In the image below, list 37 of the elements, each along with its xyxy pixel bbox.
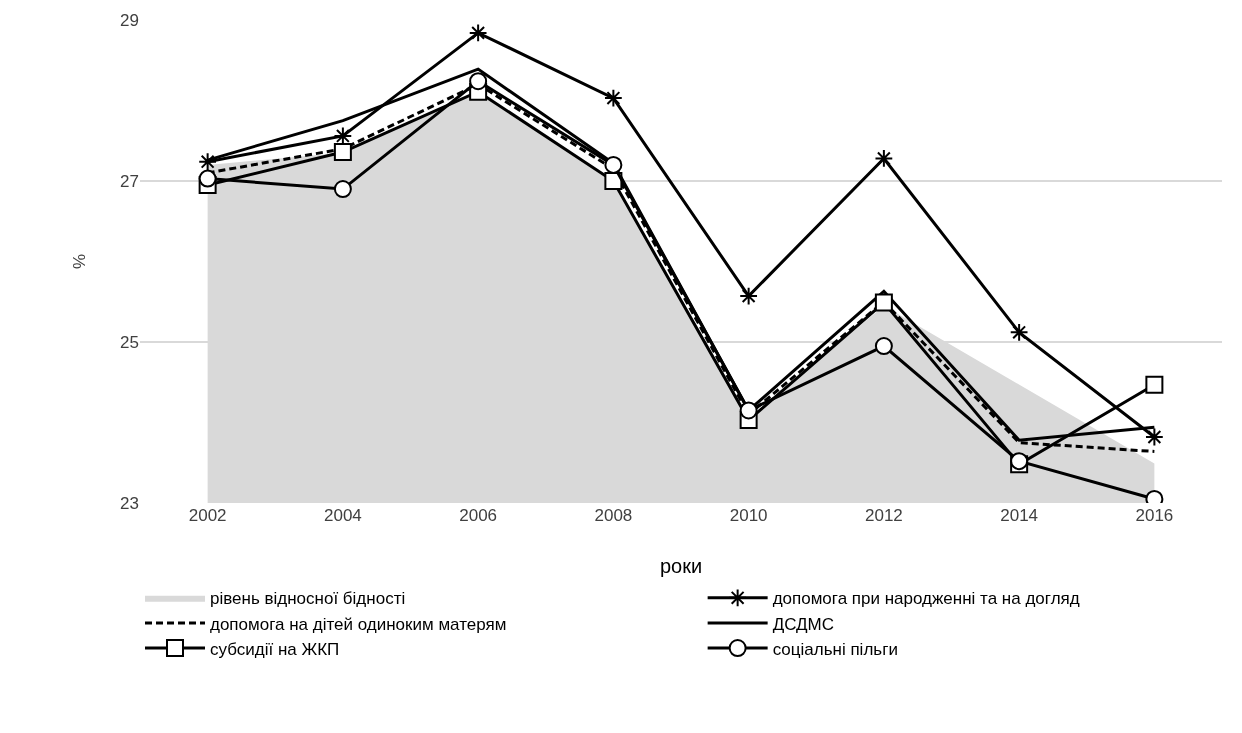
y-tick-label: 27 <box>120 171 139 191</box>
legend-label: рівень відносної бідності <box>210 589 406 609</box>
point <box>1144 427 1164 447</box>
x-tick-label: 2004 <box>323 506 362 525</box>
point <box>333 143 352 162</box>
point <box>874 149 894 168</box>
legend-label: соціальні пільги <box>772 639 898 659</box>
legend-label: допомога на дітей одиноким матерям <box>210 614 507 634</box>
y-tick-label: 29 <box>120 10 139 30</box>
point <box>1145 375 1164 394</box>
y-axis-title: % <box>69 253 89 270</box>
point <box>469 72 488 91</box>
point <box>333 180 352 199</box>
point <box>468 23 488 43</box>
point <box>739 286 759 306</box>
point <box>604 155 623 174</box>
x-tick-label: 2014 <box>1000 506 1039 525</box>
point <box>333 126 353 146</box>
x-tick-label: 2006 <box>459 506 498 525</box>
x-tick-label: 2008 <box>594 506 633 525</box>
x-tick-label: 2012 <box>864 506 903 525</box>
y-tick-label: 25 <box>120 332 139 352</box>
point <box>198 169 217 188</box>
point <box>198 152 218 172</box>
x-tick-label: 2002 <box>188 506 227 525</box>
point <box>1009 322 1029 342</box>
point <box>874 293 893 312</box>
legend-label: ДСДМС <box>772 614 835 634</box>
y-tick-label: 23 <box>120 493 139 513</box>
point <box>603 88 623 108</box>
legend-label: допомога при народженні та на догляд <box>772 589 1080 609</box>
x-tick-label: 2010 <box>729 506 768 525</box>
x-axis-title: роки <box>659 555 703 577</box>
x-tick-label: 2016 <box>1135 506 1174 525</box>
point <box>739 401 758 420</box>
point <box>874 337 893 356</box>
legend-label: субсидії на ЖКП <box>210 639 340 659</box>
